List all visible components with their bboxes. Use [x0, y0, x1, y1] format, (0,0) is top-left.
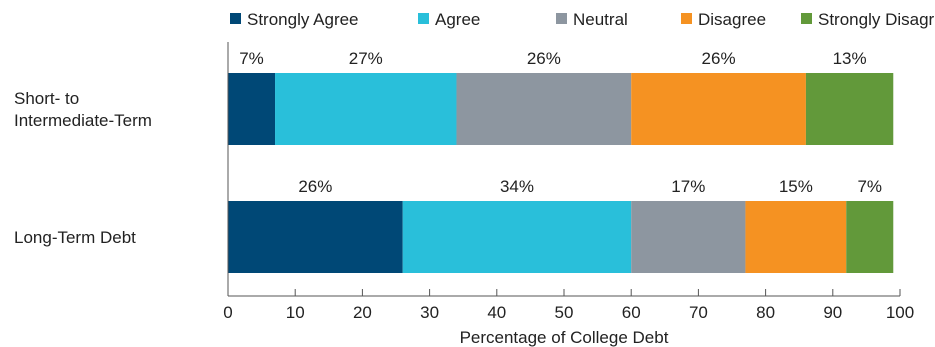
x-tick-label: 20 — [353, 303, 372, 322]
data-label-short-to-intermediate-term-strongly-agree: 7% — [239, 49, 264, 68]
x-tick-label: 80 — [756, 303, 775, 322]
x-tick-label: 0 — [223, 303, 232, 322]
legend-label-agree: Agree — [435, 10, 480, 29]
category-labels: Short- to Intermediate-Term Long-Term Debt — [14, 89, 152, 247]
x-tick-label: 40 — [487, 303, 506, 322]
legend-swatch-disagree — [681, 13, 692, 24]
category-label-short-to-intermediate-term: Short- to Intermediate-Term — [14, 89, 152, 130]
legend-label-strongly-agree: Strongly Agree — [247, 10, 359, 29]
data-label-long-term-debt-disagree: 15% — [779, 177, 813, 196]
x-axis-label: Percentage of College Debt — [460, 328, 669, 347]
legend-label-neutral: Neutral — [573, 10, 628, 29]
legend: Strongly Agree Agree Neutral Disagree Strong… — [230, 10, 935, 29]
data-label-short-to-intermediate-term-agree: 27% — [349, 49, 383, 68]
bar-long-term-debt-disagree — [745, 201, 847, 273]
data-labels: 7% 27% 26% 26% 13% 26% 34% 17% 15% 7% — [239, 49, 882, 196]
legend-label-strongly-disagree: Strongly Disagree — [818, 10, 935, 29]
category-label-long-term-debt: Long-Term Debt — [14, 228, 136, 247]
data-label-short-to-intermediate-term-neutral: 26% — [527, 49, 561, 68]
bar-long-term-debt-strongly-disagree — [846, 201, 894, 273]
x-tick-label: 10 — [286, 303, 305, 322]
bar-long-term-debt-neutral — [631, 201, 746, 273]
legend-swatch-strongly-agree — [230, 13, 241, 24]
bar-short-to-intermediate-term-disagree — [631, 73, 806, 145]
data-label-short-to-intermediate-term-strongly-disagree: 13% — [833, 49, 867, 68]
bar-long-term-debt-strongly-agree — [228, 201, 403, 273]
data-label-short-to-intermediate-term-disagree: 26% — [702, 49, 736, 68]
legend-swatch-agree — [418, 13, 429, 24]
legend-swatch-strongly-disagree — [801, 13, 812, 24]
x-tick-label: 60 — [622, 303, 641, 322]
data-label-long-term-debt-strongly-agree: 26% — [298, 177, 332, 196]
data-label-long-term-debt-strongly-disagree: 7% — [857, 177, 882, 196]
x-tick-label: 100 — [886, 303, 914, 322]
x-tick-label: 30 — [420, 303, 439, 322]
bar-short-to-intermediate-term-agree — [275, 73, 457, 145]
legend-label-disagree: Disagree — [698, 10, 766, 29]
bar-short-to-intermediate-term-neutral — [456, 73, 632, 145]
data-label-long-term-debt-neutral: 17% — [671, 177, 705, 196]
x-axis: 0 10 20 30 40 50 60 70 80 90 100 — [223, 42, 914, 322]
legend-swatch-neutral — [556, 13, 567, 24]
bar-short-to-intermediate-term-strongly-agree — [228, 73, 276, 145]
x-tick-label: 70 — [689, 303, 708, 322]
bars — [228, 73, 894, 273]
x-tick-label: 90 — [823, 303, 842, 322]
data-label-long-term-debt-agree: 34% — [500, 177, 534, 196]
bar-short-to-intermediate-term-strongly-disagree — [805, 73, 894, 145]
bar-long-term-debt-agree — [402, 201, 632, 273]
x-tick-label: 50 — [555, 303, 574, 322]
